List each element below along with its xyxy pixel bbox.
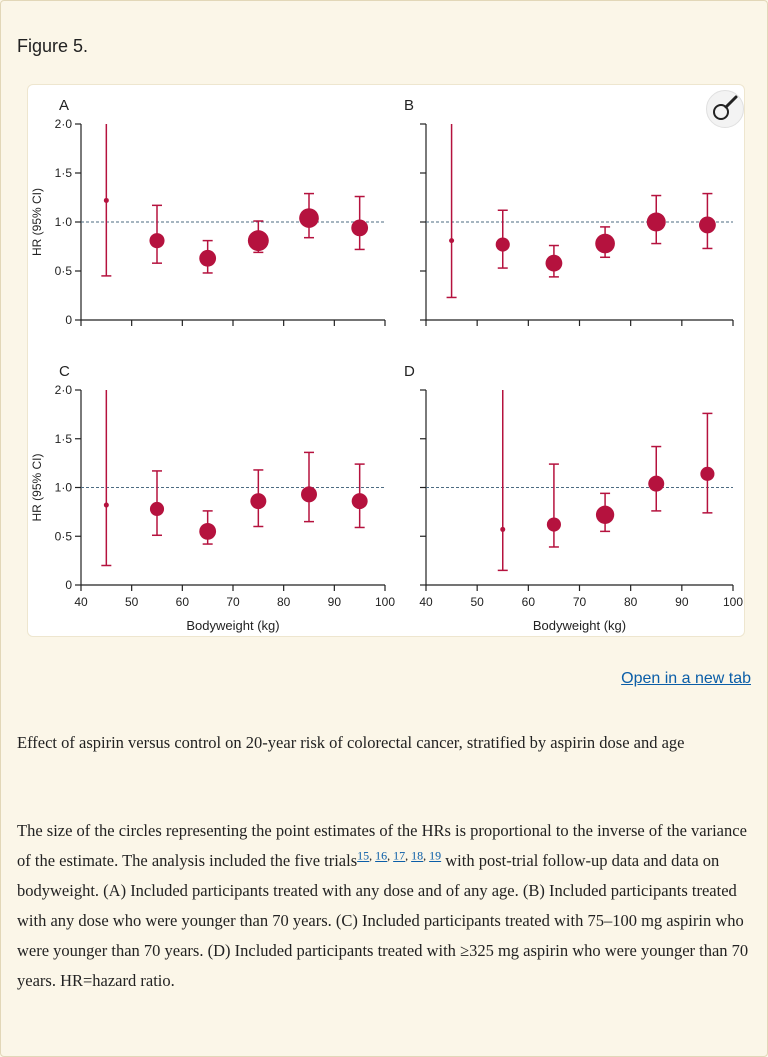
figure-description: The size of the circles representing the…: [17, 821, 749, 990]
citation-link[interactable]: 18: [411, 848, 424, 863]
hr-point-marker: [700, 466, 715, 481]
hr-point-marker: [699, 216, 716, 234]
y-tick-label: 0·5: [55, 264, 73, 278]
hr-point-marker: [495, 237, 510, 252]
chart-panel-d: D 40 50 60 70 80 90 100 Bodyweight (kg): [404, 363, 743, 633]
y-axis-title: HR (95% CI): [30, 188, 44, 256]
y-tick-label: 0·5: [55, 529, 73, 543]
y-tick-label: 1·5: [55, 166, 73, 180]
x-tick-label: 100: [375, 595, 395, 609]
x-tick-label: 90: [328, 595, 342, 609]
y-tick-label: 0: [65, 578, 72, 592]
x-tick-label: 60: [176, 595, 190, 609]
x-tick-label: 50: [470, 595, 484, 609]
hr-point-marker: [500, 526, 506, 532]
hr-point-marker: [103, 197, 109, 203]
hr-point-marker: [646, 212, 666, 232]
citation-link[interactable]: 17: [393, 848, 406, 863]
hr-point-marker: [648, 475, 665, 492]
hr-point-marker: [301, 486, 317, 503]
hr-point-marker: [595, 233, 615, 254]
x-tick-label: 40: [74, 595, 88, 609]
hr-point-marker: [149, 501, 165, 517]
x-tick-label: 40: [419, 595, 433, 609]
y-tick-label: 1·0: [55, 215, 73, 229]
hr-point-marker: [149, 233, 165, 249]
description-text-1: The size of the circles representing the…: [17, 821, 747, 870]
panel-label: D: [404, 363, 415, 380]
hr-point-marker: [595, 505, 615, 524]
x-tick-label: 100: [723, 595, 743, 609]
x-tick-label: 70: [573, 595, 587, 609]
figure-title: Figure 5.: [17, 36, 89, 56]
x-tick-label: 50: [125, 595, 139, 609]
hr-point-marker: [103, 502, 109, 508]
zoom-glyph: [713, 95, 738, 120]
magnifier-icon[interactable]: [706, 90, 744, 128]
x-tick-label: 90: [675, 595, 689, 609]
hr-point-marker: [199, 249, 217, 267]
y-axis-title: HR (95% CI): [30, 453, 44, 521]
figure-image[interactable]: A 0 0·5 1·0 1·5 2·0 HR (95% CI) B C 0 0·5 1·0 1·5 2·0…: [27, 84, 745, 637]
open-in-new-tab-link[interactable]: Open in a new tab: [621, 670, 751, 687]
y-tick-label: 2·0: [55, 383, 73, 397]
hr-point-marker: [199, 522, 217, 540]
x-tick-label: 80: [277, 595, 291, 609]
figure-caption: Effect of aspirin versus control on 20-y…: [17, 733, 685, 752]
x-axis-title: Bodyweight (kg): [186, 618, 279, 633]
y-tick-label: 2·0: [55, 117, 73, 131]
panel-label: B: [404, 97, 414, 114]
description-text-2: with post-trial follow-up data and data …: [17, 851, 749, 990]
hr-point-marker: [247, 230, 269, 252]
x-tick-label: 70: [226, 595, 240, 609]
panel-label: C: [59, 363, 70, 380]
chart-panel-a: A 0 0·5 1·0 1·5 2·0 HR (95% CI): [30, 97, 386, 327]
y-tick-label: 1·5: [55, 432, 73, 446]
forest-plot-chart: A 0 0·5 1·0 1·5 2·0 HR (95% CI) B C 0 0·5 1·0 1·5 2·0…: [30, 97, 743, 633]
y-tick-label: 1·0: [55, 481, 73, 495]
x-tick-label: 80: [624, 595, 638, 609]
citation-link[interactable]: 19: [429, 848, 442, 863]
citation-link[interactable]: 16: [375, 848, 388, 863]
citation-link[interactable]: 15: [357, 848, 370, 863]
panel-label: A: [59, 97, 69, 114]
hr-point-marker: [299, 208, 319, 228]
chart-panel-c: C 0 0·5 1·0 1·5 2·0 40 50 60 70 80 90 100 HR (95% CI)…: [30, 363, 395, 633]
x-tick-label: 60: [522, 595, 536, 609]
y-tick-label: 0: [65, 313, 72, 327]
hr-point-marker: [546, 517, 561, 532]
hr-point-marker: [351, 219, 369, 237]
hr-point-marker: [351, 493, 368, 510]
hr-point-marker: [545, 254, 563, 272]
hr-point-marker: [449, 238, 455, 244]
hr-point-marker: [250, 493, 267, 510]
x-axis-title: Bodyweight (kg): [533, 618, 626, 633]
chart-panel-b: B: [404, 97, 734, 326]
